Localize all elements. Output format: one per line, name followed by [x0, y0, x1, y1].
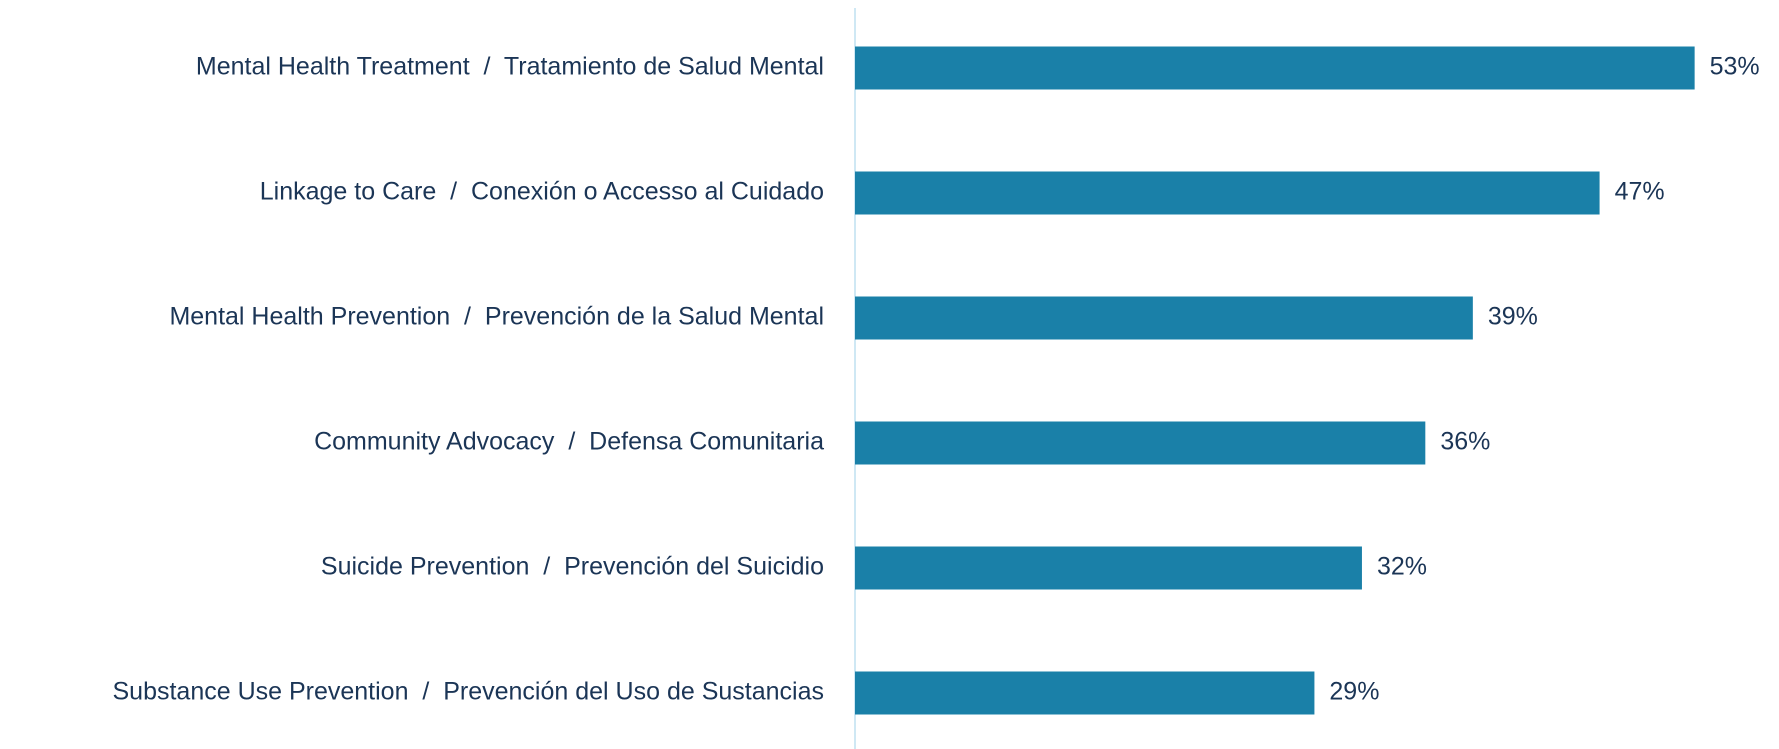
bar [855, 46, 1695, 90]
value-label: 47% [1615, 178, 1665, 206]
category-label: Substance Use Prevention / Prevención de… [112, 678, 824, 706]
category-label: Linkage to Care / Conexión o Accesso al … [260, 178, 824, 206]
value-label: 39% [1488, 303, 1538, 331]
value-label: 29% [1329, 678, 1379, 706]
bar [855, 171, 1600, 215]
bar [855, 296, 1473, 340]
bar [855, 421, 1426, 465]
value-label: 32% [1377, 553, 1427, 581]
category-label: Mental Health Prevention / Prevención de… [169, 303, 824, 331]
value-label: 53% [1710, 53, 1760, 81]
category-label: Suicide Prevention / Prevención del Suic… [321, 553, 824, 581]
bar [855, 671, 1315, 715]
value-label: 36% [1440, 428, 1490, 456]
bar [855, 546, 1362, 590]
category-label: Community Advocacy / Defensa Comunitaria [314, 428, 824, 456]
category-label: Mental Health Treatment / Tratamiento de… [196, 53, 824, 81]
